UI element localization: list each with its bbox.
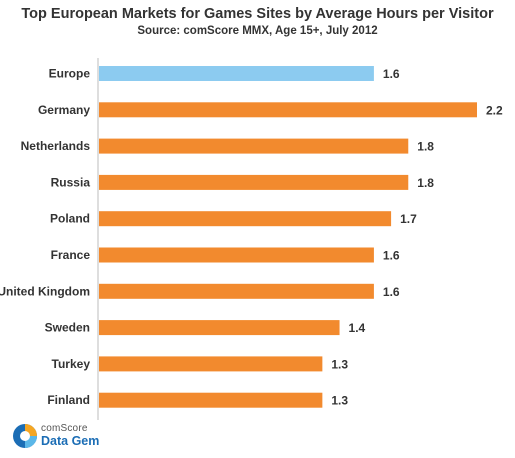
bar xyxy=(99,320,340,336)
category-label: Germany xyxy=(38,103,90,117)
comscore-logo: comScore Data Gem xyxy=(12,422,122,452)
bar xyxy=(99,392,323,408)
data-label: 1.8 xyxy=(417,140,434,154)
data-label: 1.3 xyxy=(331,394,348,408)
bar xyxy=(99,66,374,81)
category-label: France xyxy=(51,248,91,262)
category-label: Finland xyxy=(47,393,90,407)
category-label: Netherlands xyxy=(21,139,91,153)
category-label: Poland xyxy=(50,212,90,226)
bar-chart: Europe 1.6 Germany 2.2 Netherlands 1.8 Russia 1… xyxy=(0,58,503,420)
data-label: 1.6 xyxy=(383,67,400,81)
chart-title: Top European Markets for Games Sites by … xyxy=(21,6,494,22)
bar xyxy=(99,211,392,227)
bar xyxy=(99,138,409,154)
bar xyxy=(99,102,477,118)
comscore-data-gem-icon xyxy=(13,424,37,448)
data-label: 1.6 xyxy=(383,285,400,299)
logo-brand: comScore xyxy=(41,423,88,434)
chart-subtitle: Source: comScore MMX, Age 15+, July 2012 xyxy=(137,25,378,37)
category-label: Turkey xyxy=(52,357,91,371)
category-label: United Kingdom xyxy=(0,284,90,298)
bar xyxy=(99,174,409,190)
bar xyxy=(99,247,374,263)
data-label: 2.2 xyxy=(486,103,503,117)
bar xyxy=(99,356,323,372)
bar xyxy=(99,283,374,299)
data-label: 1.4 xyxy=(349,321,366,335)
data-label: 1.6 xyxy=(383,249,400,263)
data-label: 1.7 xyxy=(400,212,417,226)
category-label: Europe xyxy=(49,67,91,81)
logo-product: Data Gem xyxy=(41,434,100,448)
category-label: Russia xyxy=(51,175,91,189)
data-label: 1.8 xyxy=(417,176,434,190)
data-label: 1.3 xyxy=(331,357,348,371)
category-label: Sweden xyxy=(45,321,90,335)
